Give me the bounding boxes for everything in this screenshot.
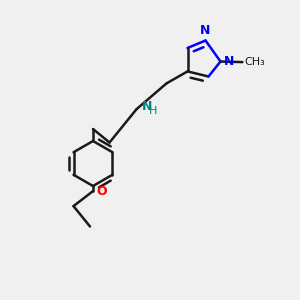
Text: N: N: [142, 100, 152, 113]
Text: O: O: [97, 184, 107, 198]
Text: N: N: [224, 55, 234, 68]
Text: N: N: [200, 25, 211, 38]
Text: CH₃: CH₃: [244, 57, 265, 67]
Text: H: H: [148, 106, 157, 116]
